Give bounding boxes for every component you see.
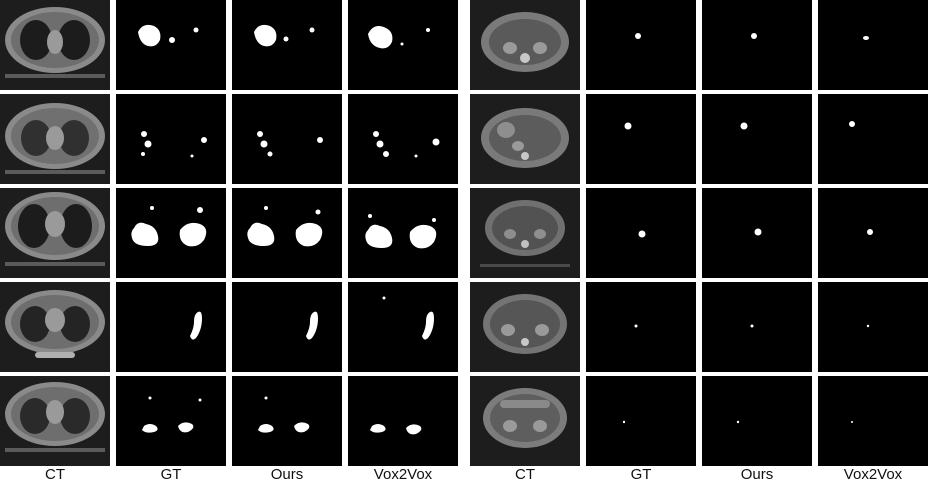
lung-vox2vox-mask <box>348 376 458 466</box>
lung-vox2vox-mask <box>348 188 458 278</box>
abdomen-gt-mask <box>586 376 696 466</box>
abdomen-ct-image <box>470 94 580 184</box>
abdomen-gt-mask <box>586 94 696 184</box>
lung-ours-mask <box>232 282 342 372</box>
lung-ct-image <box>0 282 110 372</box>
abdomen-gt-mask <box>586 282 696 372</box>
lung-ours-mask <box>232 188 342 278</box>
column-label-ct: CT <box>45 466 65 483</box>
abdomen-ours-mask <box>702 282 812 372</box>
lung-vox2vox-mask <box>348 282 458 372</box>
lung-ours-mask <box>232 0 342 90</box>
column-label-ct: CT <box>515 466 535 483</box>
lung-vox2vox-mask <box>348 0 458 90</box>
lung-ct-image <box>0 376 110 466</box>
abdomen-ours-mask <box>702 0 812 90</box>
abdomen-ct-image <box>470 188 580 278</box>
lung-ct-image <box>0 94 110 184</box>
lung-gt-mask <box>116 188 226 278</box>
abdomen-ct-image <box>470 0 580 90</box>
column-label-gt: GT <box>160 466 182 483</box>
lung-ours-mask <box>232 376 342 466</box>
column-label-ours: Ours <box>270 466 304 483</box>
abdomen-gt-mask <box>586 0 696 90</box>
column-label-ours: Ours <box>740 466 774 483</box>
column-label-vox2vox: Vox2Vox <box>373 466 433 483</box>
lung-gt-mask <box>116 376 226 466</box>
column-label-vox2vox: Vox2Vox <box>843 466 903 483</box>
lung-vox2vox-mask <box>348 94 458 184</box>
lung-ct-image <box>0 188 110 278</box>
lung-gt-mask <box>116 0 226 90</box>
lung-ours-mask <box>232 94 342 184</box>
abdomen-ct-image <box>470 282 580 372</box>
abdomen-ct-image <box>470 376 580 466</box>
lung-gt-mask <box>116 94 226 184</box>
abdomen-ours-mask <box>702 188 812 278</box>
lung-ct-image <box>0 0 110 90</box>
abdomen-vox2vox-mask <box>818 94 928 184</box>
abdomen-vox2vox-mask <box>818 0 928 90</box>
lung-gt-mask <box>116 282 226 372</box>
abdomen-gt-mask <box>586 188 696 278</box>
abdomen-vox2vox-mask <box>818 188 928 278</box>
abdomen-ours-mask <box>702 376 812 466</box>
column-label-gt: GT <box>630 466 652 483</box>
abdomen-vox2vox-mask <box>818 376 928 466</box>
abdomen-vox2vox-mask <box>818 282 928 372</box>
abdomen-ours-mask <box>702 94 812 184</box>
